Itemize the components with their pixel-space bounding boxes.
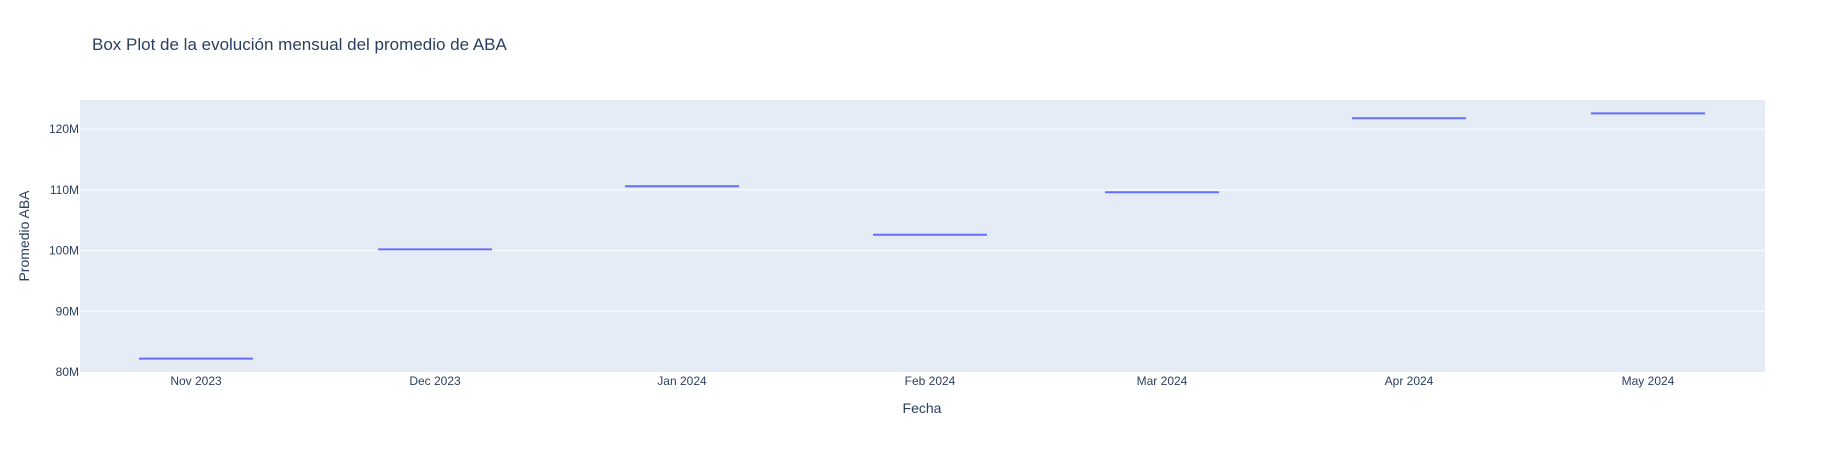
chart-title: Box Plot de la evolución mensual del pro… — [92, 35, 508, 54]
x-tick-label: Apr 2024 — [1385, 374, 1434, 388]
y-tick-label: 110M — [50, 183, 79, 197]
y-tick-label: 90M — [56, 304, 79, 318]
x-tick-label: Dec 2023 — [409, 374, 461, 388]
x-tick-label: Nov 2023 — [170, 374, 222, 388]
x-tick-label: Mar 2024 — [1137, 374, 1188, 388]
x-tick-label: May 2024 — [1622, 374, 1675, 388]
y-tick-label: 120M — [49, 122, 79, 136]
x-tick-label: Jan 2024 — [657, 374, 707, 388]
gridlines — [80, 128, 1765, 312]
x-axis-ticks: Nov 2023 Dec 2023 Jan 2024 Feb 2024 Mar 2024… — [170, 374, 1674, 388]
y-axis-title: Promedio ABA — [16, 190, 32, 282]
y-tick-label: 80M — [56, 365, 79, 379]
x-axis-title: Fecha — [903, 400, 942, 416]
y-tick-label: 100M — [49, 244, 79, 258]
plot-area — [80, 100, 1765, 372]
box-marks — [139, 112, 1705, 360]
x-tick-label: Feb 2024 — [905, 374, 956, 388]
y-axis-ticks: 80M 90M 100M 110M 120M — [49, 122, 79, 379]
